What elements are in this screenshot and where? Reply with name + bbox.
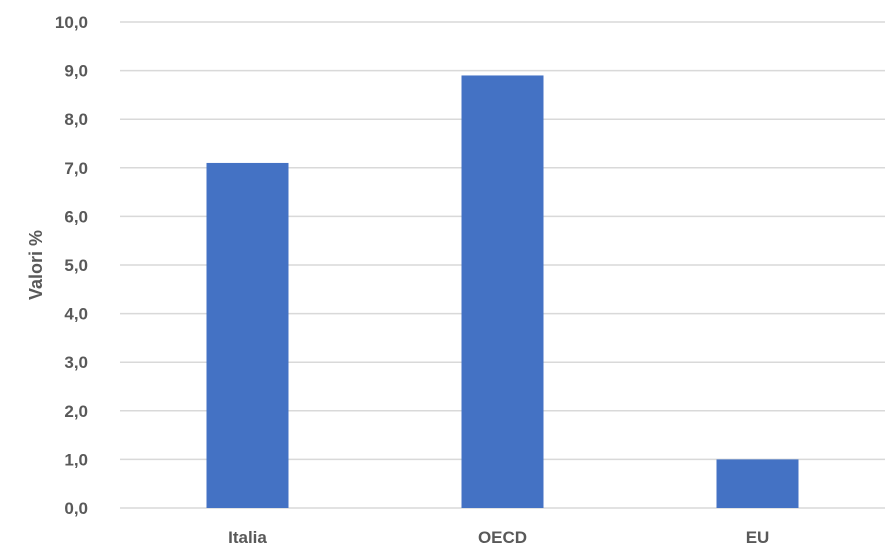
y-tick-label: 6,0 bbox=[64, 207, 88, 226]
x-tick-label: OECD bbox=[478, 528, 527, 547]
y-tick-label: 3,0 bbox=[64, 353, 88, 372]
y-tick-label: 7,0 bbox=[64, 159, 88, 178]
y-tick-label: 9,0 bbox=[64, 62, 88, 81]
y-tick-label: 4,0 bbox=[64, 305, 88, 324]
bar-eu bbox=[716, 459, 799, 508]
y-axis-ticks: 0,0 1,0 2,0 3,0 4,0 5,0 6,0 7,0 8,0 9,0 10,0 bbox=[55, 13, 88, 518]
y-tick-label: 10,0 bbox=[55, 13, 88, 32]
x-tick-label: EU bbox=[746, 528, 770, 547]
bar-italia bbox=[206, 162, 289, 508]
y-tick-label: 8,0 bbox=[64, 110, 88, 129]
y-axis-title: Valori % bbox=[26, 230, 46, 300]
x-axis-ticks: Italia OECD EU bbox=[228, 528, 769, 547]
bar-oecd bbox=[461, 75, 544, 509]
y-tick-label: 1,0 bbox=[64, 450, 88, 469]
x-tick-label: Italia bbox=[228, 528, 267, 547]
y-tick-label: 0,0 bbox=[64, 499, 88, 518]
bars bbox=[206, 75, 799, 509]
y-tick-label: 2,0 bbox=[64, 402, 88, 421]
y-tick-label: 5,0 bbox=[64, 256, 88, 275]
